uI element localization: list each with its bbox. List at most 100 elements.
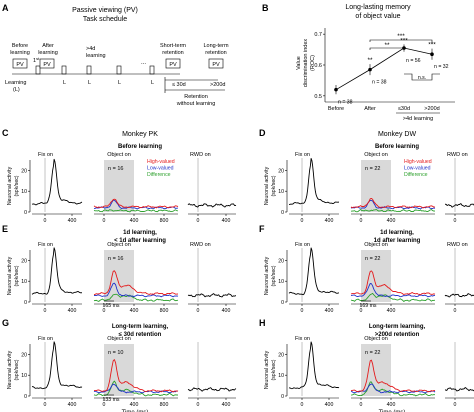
- y-tick-label: 10: [278, 279, 284, 285]
- neuron-panel-e: E 1d learning, < 1d after learning 20 10 0 Neu…: [2, 224, 237, 314]
- panel-b-ylabel-line2: discrimination index: [303, 39, 309, 88]
- x-tick-label: After: [364, 106, 376, 112]
- low-valued-trace: [350, 199, 436, 210]
- y-axis-label-line1: Neuronal activity: [264, 350, 270, 389]
- neuron-panels: C Monkey PK Before learning 20 10 0 Neuronal a…: [2, 128, 474, 412]
- panel-label-f: F: [259, 224, 265, 234]
- gt200d-label: >200d: [210, 82, 225, 88]
- learning-marker: [61, 65, 67, 75]
- n-label: n = 38: [338, 100, 353, 106]
- x-tick-label: 0: [44, 402, 47, 408]
- x-tick-label: 400: [325, 308, 334, 314]
- x-tick-label: 0: [454, 218, 457, 224]
- series-line: [335, 47, 433, 91]
- y-tick-label: 20: [278, 352, 284, 358]
- x-tick-label: 400: [68, 402, 77, 408]
- legend-entry: Low-valued: [147, 166, 174, 172]
- condition-title-line1: Before learning: [118, 144, 162, 150]
- legend-entry: High-valued: [147, 159, 175, 165]
- learning-marker: [35, 65, 41, 75]
- neuron-panel-f: F 1d learning, 1d after learning 20 10 0 Neuro…: [259, 224, 474, 314]
- x-tick-label: 0: [301, 308, 304, 314]
- x-tick-label: 0: [103, 308, 106, 314]
- x-tick-label: 0: [103, 218, 106, 224]
- before-learning-line1: Before: [12, 43, 28, 49]
- panel-b-title-line1: Long-lasting memory: [345, 4, 411, 11]
- x-tick-label: 0: [103, 402, 106, 408]
- n-label: n = 32: [434, 64, 449, 70]
- object-on-label: Object on: [364, 242, 388, 248]
- y-tick-label: 0: [24, 300, 27, 306]
- condition-title-line2: ≤ 30d retention: [119, 332, 162, 338]
- pv-box-after: [39, 58, 55, 69]
- y-tick-label: 0.5: [314, 94, 322, 100]
- x-tick-label: 800: [160, 218, 169, 224]
- panel-label-a: A: [2, 3, 9, 13]
- low-valued-trace: [350, 383, 436, 394]
- object-on-label: Object on: [107, 336, 131, 342]
- x-tick-label: 0: [44, 218, 47, 224]
- ns-label: n.s.: [418, 75, 426, 81]
- panel-b: B Long-lasting memory of object value Va…: [262, 3, 455, 122]
- legend-entry: High-valued: [404, 159, 432, 165]
- fix-trace: [288, 341, 340, 390]
- panel-label-h: H: [259, 318, 266, 328]
- fix-trace: [31, 247, 83, 295]
- data-point: [334, 87, 338, 92]
- high-valued-trace: [93, 198, 179, 209]
- x-tick-label: 400: [387, 308, 396, 314]
- bracket-after-30d: [369, 47, 405, 50]
- fix-on-label: Fix on: [38, 152, 53, 158]
- bracket-label: ***: [397, 33, 405, 40]
- fix-on-label: Fix on: [295, 336, 310, 342]
- data-point: [430, 52, 434, 57]
- pv-box-short-term: [165, 58, 181, 69]
- latency-label: 169 ms: [359, 303, 376, 309]
- panel-label-e: E: [2, 224, 8, 234]
- y-tick-label: 10: [21, 189, 27, 195]
- panel-a-title-line1: Passive viewing (PV): [72, 7, 138, 14]
- x-tick-label: 400: [68, 218, 77, 224]
- rwd-trace: [444, 293, 474, 298]
- n-label: n = 56: [406, 58, 421, 64]
- l-label: L: [88, 80, 91, 86]
- learning-markers: L L L L: [35, 65, 155, 86]
- x-tick-label: 800: [160, 308, 169, 314]
- panel-a: A Passive viewing (PV) Task schedule ...…: [2, 3, 229, 107]
- retention-line1: Retention: [184, 94, 208, 100]
- y-tick-label: 0.6: [314, 63, 322, 69]
- short-term-line1: Short-term: [160, 43, 186, 49]
- gt4d-line1: >4d: [86, 46, 95, 52]
- y-axis-label-line2: (spk/sec): [14, 265, 20, 286]
- pv-label: PV: [212, 62, 220, 68]
- l-label: L: [151, 80, 154, 86]
- panel-label-c: C: [2, 128, 9, 138]
- n-count: n = 16: [108, 166, 123, 172]
- y-axis-label-line1: Neuronal activity: [7, 350, 13, 389]
- difference-trace: [350, 292, 436, 302]
- y-axis-label-line1: Neuronal activity: [7, 166, 13, 205]
- monkey-title: Monkey PK: [122, 131, 158, 138]
- high-valued-trace: [350, 197, 436, 209]
- significance-marker: ***: [400, 37, 408, 44]
- panel-label-d: D: [259, 128, 266, 138]
- x-tick-label: 400: [130, 402, 139, 408]
- fix-on-label: Fix on: [295, 242, 310, 248]
- fix-on-label: Fix on: [38, 336, 53, 342]
- l-label: L: [118, 80, 121, 86]
- x-tick-label: 0: [44, 308, 47, 314]
- n-label: n = 38: [372, 80, 387, 86]
- object-on-shade: [361, 160, 391, 212]
- panel-b-title-line2: of object value: [355, 13, 400, 20]
- rwd-trace: [187, 293, 237, 298]
- x-tick-label: 400: [325, 218, 334, 224]
- y-axis-label-line1: Neuronal activity: [7, 256, 13, 295]
- low-valued-trace: [93, 199, 179, 210]
- panel-b-ylabel-line1: Value: [296, 56, 302, 70]
- learning-marker: [149, 65, 155, 75]
- y-tick-label: 0: [281, 394, 284, 400]
- rwd-trace: [187, 203, 237, 208]
- object-on-shade: [361, 344, 391, 396]
- neuron-panel-d: D Monkey DW Before learning 20 10 0 Neuronal a…: [259, 128, 474, 224]
